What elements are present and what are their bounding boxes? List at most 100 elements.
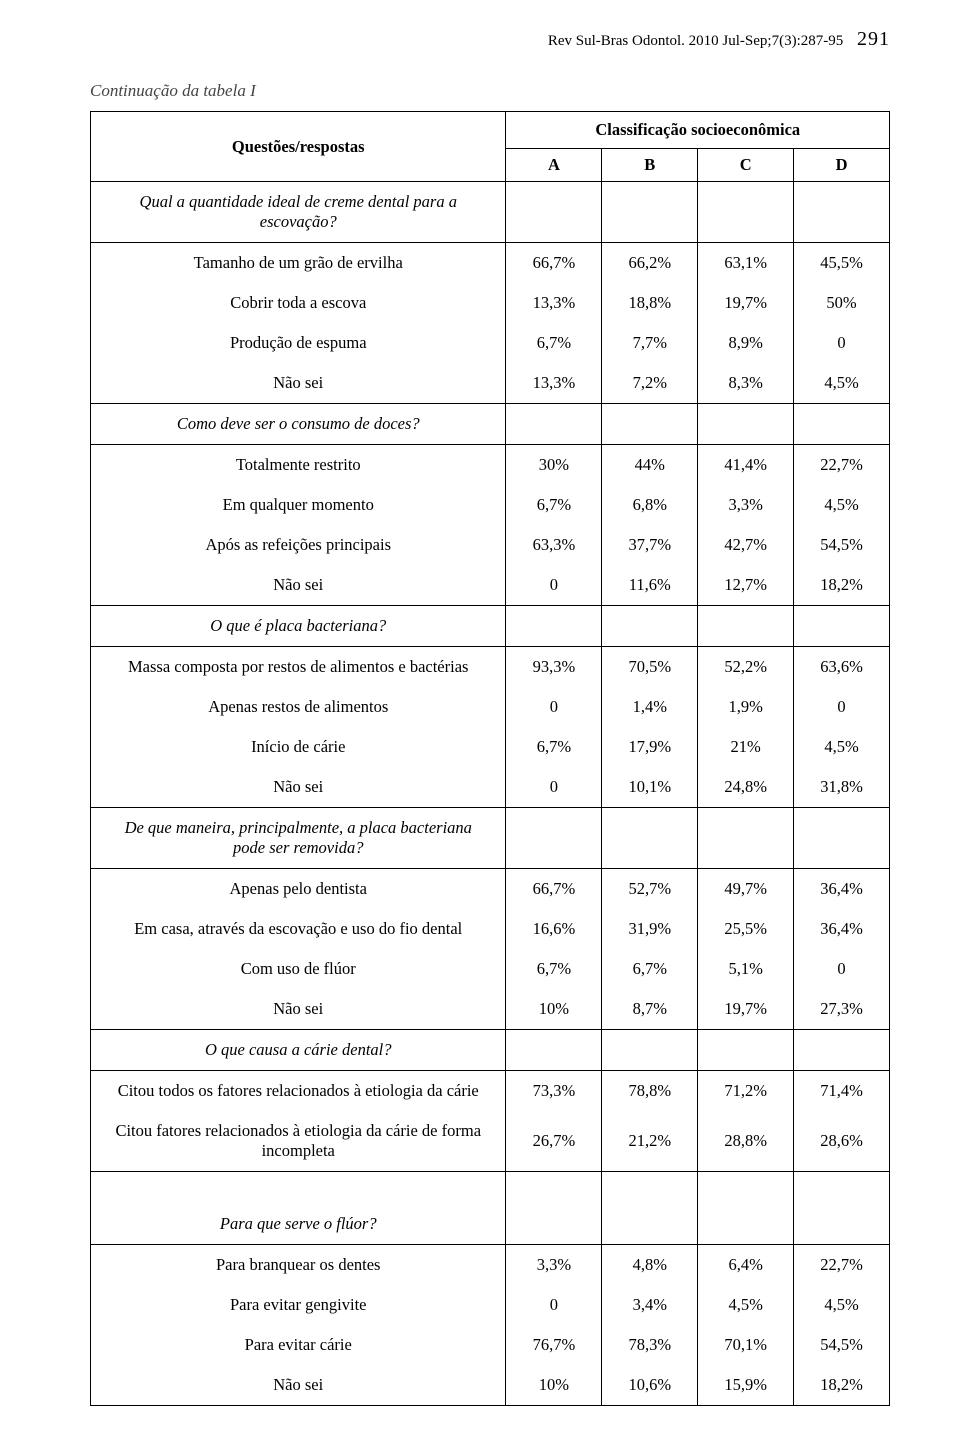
table-row: Em casa, através da escovação e uso do f… — [91, 909, 890, 949]
question-label: Como deve ser o consumo de doces? — [91, 404, 506, 445]
table-cell: 6,7% — [506, 485, 602, 525]
answer-label: Totalmente restrito — [91, 445, 506, 486]
table-cell: 8,7% — [602, 989, 698, 1030]
table-row: Em qualquer momento6,7%6,8%3,3%4,5% — [91, 485, 890, 525]
table-empty-cell — [506, 1030, 602, 1071]
table-empty-cell — [794, 1204, 890, 1245]
table-cell: 4,8% — [602, 1245, 698, 1286]
answer-label: Não sei — [91, 1365, 506, 1406]
table-cell: 71,4% — [794, 1071, 890, 1112]
table-cell: 4,5% — [794, 485, 890, 525]
header-col-d: D — [794, 149, 890, 182]
table-empty-cell — [794, 182, 890, 243]
table-empty-cell — [506, 1204, 602, 1245]
table-cell: 1,4% — [602, 687, 698, 727]
table-cell: 52,2% — [698, 647, 794, 688]
header-rowlabel: Questões/respostas — [91, 112, 506, 182]
page-number: 291 — [847, 28, 890, 50]
table-cell: 18,8% — [602, 283, 698, 323]
table-cell: 22,7% — [794, 445, 890, 486]
table-cell: 70,1% — [698, 1325, 794, 1365]
table-cell: 45,5% — [794, 243, 890, 284]
table-row: Apenas pelo dentista66,7%52,7%49,7%36,4% — [91, 869, 890, 910]
table-cell: 13,3% — [506, 363, 602, 404]
table-row: Citou todos os fatores relacionados à et… — [91, 1071, 890, 1112]
table-cell: 63,6% — [794, 647, 890, 688]
table-empty-cell — [506, 808, 602, 869]
table-body: Qual a quantidade ideal de creme dental … — [91, 182, 890, 1406]
table-cell: 8,3% — [698, 363, 794, 404]
table-cell: 42,7% — [698, 525, 794, 565]
table-cell: 66,2% — [602, 243, 698, 284]
table-empty-cell — [602, 182, 698, 243]
table-cell: 6,7% — [506, 323, 602, 363]
answer-label: Com uso de flúor — [91, 949, 506, 989]
table-cell: 3,3% — [698, 485, 794, 525]
table-question-row: O que causa a cárie dental? — [91, 1030, 890, 1071]
table-cell: 1,9% — [698, 687, 794, 727]
question-label: O que causa a cárie dental? — [91, 1030, 506, 1071]
running-head: Rev Sul-Bras Odontol. 2010 Jul-Sep;7(3):… — [90, 28, 890, 51]
table-cell: 52,7% — [602, 869, 698, 910]
table-empty-cell — [794, 808, 890, 869]
table-row: Citou fatores relacionados à etiologia d… — [91, 1111, 890, 1172]
table-empty-cell — [794, 606, 890, 647]
answer-label: Em qualquer momento — [91, 485, 506, 525]
table-cell: 6,4% — [698, 1245, 794, 1286]
table-cell: 10% — [506, 1365, 602, 1406]
table-empty-cell — [506, 404, 602, 445]
answer-label: Em casa, através da escovação e uso do f… — [91, 909, 506, 949]
table-question-row: Como deve ser o consumo de doces? — [91, 404, 890, 445]
answer-label: Para evitar cárie — [91, 1325, 506, 1365]
table-spacer-cell — [602, 1172, 698, 1205]
table-row: Cobrir toda a escova13,3%18,8%19,7%50% — [91, 283, 890, 323]
table-cell: 93,3% — [506, 647, 602, 688]
answer-label: Início de cárie — [91, 727, 506, 767]
answer-label: Não sei — [91, 565, 506, 606]
answer-label: Para branquear os dentes — [91, 1245, 506, 1286]
header-superlabel: Classificação socioeconômica — [506, 112, 890, 149]
answer-label: Após as refeições principais — [91, 525, 506, 565]
table-empty-cell — [698, 808, 794, 869]
table-cell: 6,7% — [602, 949, 698, 989]
answer-label: Citou fatores relacionados à etiologia d… — [91, 1111, 506, 1172]
table-cell: 4,5% — [794, 727, 890, 767]
table-cell: 13,3% — [506, 283, 602, 323]
table-row: Para evitar cárie76,7%78,3%70,1%54,5% — [91, 1325, 890, 1365]
table-cell: 19,7% — [698, 283, 794, 323]
answer-label: Tamanho de um grão de ervilha — [91, 243, 506, 284]
answer-label: Massa composta por restos de alimentos e… — [91, 647, 506, 688]
table-cell: 73,3% — [506, 1071, 602, 1112]
table-row: Produção de espuma6,7%7,7%8,9%0 — [91, 323, 890, 363]
table-cell: 28,6% — [794, 1111, 890, 1172]
table-spacer-row — [91, 1172, 890, 1205]
table-empty-cell — [698, 1204, 794, 1245]
table-cell: 10,6% — [602, 1365, 698, 1406]
table-row: Não sei13,3%7,2%8,3%4,5% — [91, 363, 890, 404]
table-cell: 6,7% — [506, 949, 602, 989]
table-cell: 21,2% — [602, 1111, 698, 1172]
table-cell: 0 — [794, 949, 890, 989]
table-empty-cell — [698, 182, 794, 243]
table-cell: 6,7% — [506, 727, 602, 767]
table-empty-cell — [602, 1204, 698, 1245]
document-page: Rev Sul-Bras Odontol. 2010 Jul-Sep;7(3):… — [0, 0, 960, 1446]
table-cell: 28,8% — [698, 1111, 794, 1172]
table-question-row: O que é placa bacteriana? — [91, 606, 890, 647]
table-row: Para branquear os dentes3,3%4,8%6,4%22,7… — [91, 1245, 890, 1286]
table-cell: 0 — [794, 687, 890, 727]
header-col-a: A — [506, 149, 602, 182]
table-cell: 31,9% — [602, 909, 698, 949]
answer-label: Não sei — [91, 363, 506, 404]
table-row: Para evitar gengivite03,4%4,5%4,5% — [91, 1285, 890, 1325]
table-cell: 5,1% — [698, 949, 794, 989]
table-spacer-cell — [91, 1172, 506, 1205]
table-cell: 66,7% — [506, 869, 602, 910]
table-cell: 4,5% — [794, 1285, 890, 1325]
table-row: Apenas restos de alimentos01,4%1,9%0 — [91, 687, 890, 727]
table-cell: 21% — [698, 727, 794, 767]
table-empty-cell — [698, 606, 794, 647]
table-cell: 8,9% — [698, 323, 794, 363]
table-cell: 10,1% — [602, 767, 698, 808]
answer-label: Para evitar gengivite — [91, 1285, 506, 1325]
